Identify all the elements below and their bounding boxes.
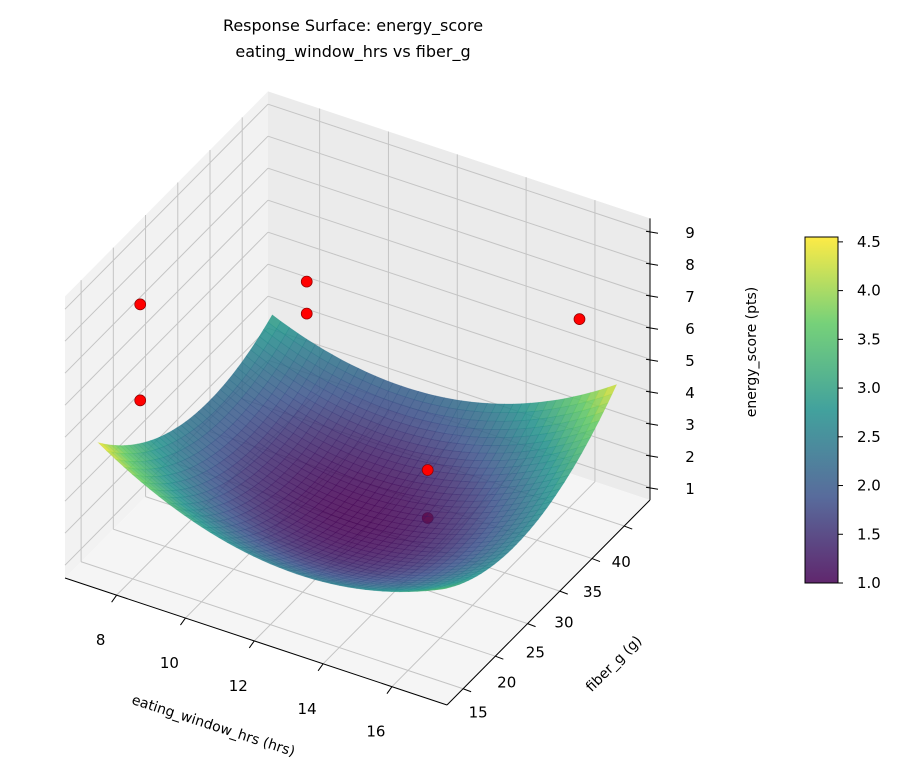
x-tick: [317, 663, 324, 672]
surface-patch: [433, 587, 447, 591]
y-tick-label: 40: [612, 553, 631, 571]
y-tick: [591, 558, 601, 563]
z-tick: [645, 454, 659, 458]
chart-title-line-1: Response Surface: energy_score: [223, 16, 483, 36]
colorbar-tick-label: 2.0: [857, 477, 881, 495]
observation-point: [421, 464, 434, 476]
z-gridline: [64, 295, 269, 502]
z-tick-label: 2: [685, 448, 695, 466]
z-gridline: [267, 135, 651, 264]
z-tick: [645, 294, 659, 298]
y-tick-label: 30: [554, 613, 573, 631]
z-tick: [645, 358, 659, 362]
observation-point: [134, 394, 147, 407]
z-gridline: [64, 103, 269, 310]
z-tick: [645, 390, 659, 394]
z-gridline: [64, 231, 269, 438]
y-tick-label: 15: [469, 704, 488, 722]
z-gridline: [267, 199, 651, 328]
z-tick-label: 4: [685, 384, 695, 402]
z-tick-label: 5: [685, 352, 695, 370]
z-tick: [645, 422, 659, 426]
z-axis-label: energy_score (pts): [744, 287, 760, 417]
observation-point: [300, 307, 313, 320]
colorbar-tick-label: 3.5: [857, 330, 881, 348]
x-axis-label: eating_window_hrs (hrs): [130, 692, 297, 760]
z-tick-label: 6: [685, 320, 695, 338]
z-tick: [645, 262, 659, 266]
x-tick-label: 14: [298, 700, 317, 718]
y-axis-line: [446, 499, 651, 706]
observation-point: [134, 298, 147, 311]
surface: [97, 314, 618, 593]
z-tick: [645, 230, 659, 234]
y-tick: [559, 590, 568, 595]
x-tick: [180, 617, 186, 626]
y-tick: [462, 688, 472, 693]
colorbar-tick-label: 4.5: [857, 233, 881, 251]
y-gridline: [80, 561, 464, 690]
y-tick-label: 25: [526, 643, 545, 661]
z-tick-label: 7: [685, 288, 695, 306]
z-tick: [645, 326, 659, 330]
z-gridline: [64, 199, 269, 406]
colorbar-tick-label: 4.0: [857, 282, 881, 300]
x-gridline: [391, 481, 596, 688]
colorbar-tick-label: 1.5: [857, 525, 881, 543]
z-tick-label: 9: [685, 224, 695, 242]
z-gridline: [267, 263, 651, 392]
points-front: [134, 275, 586, 476]
chart-title-line-2: eating_window_hrs vs fiber_g: [235, 42, 470, 62]
y-tick: [527, 623, 536, 628]
x-tick: [248, 640, 255, 649]
z-tick-label: 8: [685, 256, 695, 274]
colorbar-tick-label: 1.0: [857, 574, 881, 592]
z-gridline: [267, 231, 651, 360]
y-axis-label: fiber_g (g): [583, 633, 645, 695]
z-gridline: [64, 263, 269, 470]
z-tick-label: 1: [685, 480, 695, 498]
x-axis-line: [64, 577, 448, 706]
z-gridline: [64, 327, 269, 534]
y-tick-label: 20: [497, 674, 516, 692]
x-tick-label: 8: [96, 631, 106, 649]
x-tick: [386, 686, 393, 694]
y-tick: [624, 525, 633, 530]
z-gridline: [64, 135, 269, 342]
colorbar: 1.0 1.5 2.0 2.5 3.0 3.5 4.0 4.5: [804, 233, 881, 592]
x-tick-label: 16: [366, 723, 385, 741]
observation-point: [573, 313, 586, 326]
z-gridline: [267, 167, 651, 296]
y-gridline: [113, 528, 496, 657]
z-gridline: [64, 167, 269, 374]
x-tick-label: 12: [229, 677, 248, 695]
colorbar-tick-label: 3.0: [857, 379, 881, 397]
colorbar-tick-label: 2.5: [857, 428, 881, 446]
x-tick-label: 10: [160, 654, 179, 672]
z-tick: [645, 486, 659, 490]
y-tick: [495, 655, 504, 660]
colorbar-gradient: [804, 236, 839, 584]
y-tick-label: 35: [583, 583, 602, 601]
x-tick: [111, 594, 118, 603]
z-gridline: [267, 103, 651, 232]
observation-point: [300, 275, 313, 288]
z-tick-label: 3: [685, 416, 695, 434]
